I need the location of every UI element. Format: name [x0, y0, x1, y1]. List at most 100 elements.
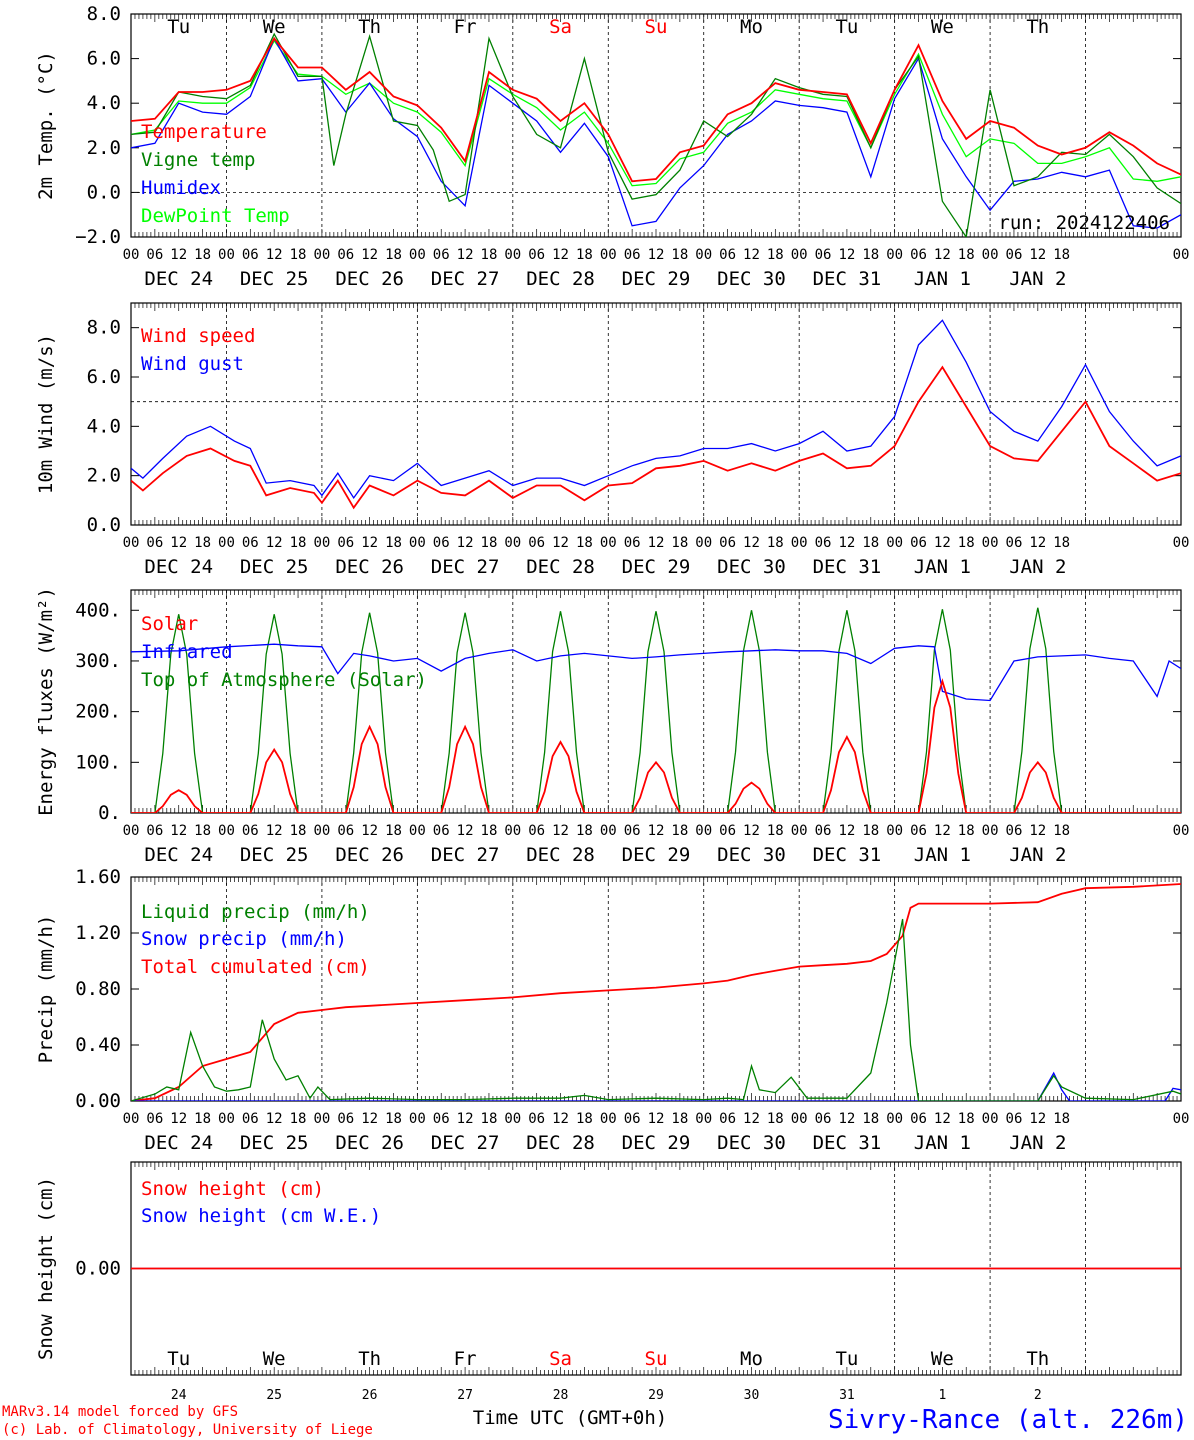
legend-entry: Wind gust: [141, 353, 244, 375]
hour-tick-label: 18: [671, 1111, 688, 1127]
hour-tick-label: 00: [982, 1111, 999, 1127]
date-label: DEC 26: [335, 1132, 404, 1154]
hour-tick-label: 12: [457, 247, 474, 263]
hour-tick-label: 12: [838, 535, 855, 551]
day-of-week-label: Su: [645, 16, 668, 38]
hour-tick-label: 00: [791, 823, 808, 839]
hour-tick-label: 00: [218, 1111, 235, 1127]
date-label: DEC 30: [717, 556, 786, 578]
hour-tick-label: 00: [600, 1111, 617, 1127]
y-tick-label: 200.: [75, 701, 121, 723]
hour-ticks: [130, 590, 1182, 813]
legend-entry: Top of Atmosphere (Solar): [141, 669, 427, 691]
date-label: DEC 28: [526, 268, 595, 290]
series-line: [131, 36, 1181, 183]
hour-tick-label: 06: [910, 1111, 927, 1127]
hour-tick-label: 06: [337, 1111, 354, 1127]
hour-tick-label: 12: [934, 823, 951, 839]
hour-tick-label: 18: [767, 247, 784, 263]
hour-tick-label: 18: [671, 535, 688, 551]
y-tick-label: 2.0: [87, 465, 121, 487]
date-label: DEC 29: [622, 1132, 691, 1154]
hour-tick-label: 06: [1006, 1111, 1023, 1127]
date-label: DEC 24: [144, 556, 213, 578]
hour-tick-label: 06: [146, 823, 163, 839]
day-of-week-label: Fr: [454, 1348, 477, 1370]
hour-tick-label: 18: [194, 823, 211, 839]
hour-tick-label: 12: [170, 1111, 187, 1127]
series-group: [131, 319, 1181, 510]
day-number-label: 31: [839, 1388, 855, 1403]
hour-tick-label: 00: [123, 535, 140, 551]
hour-tick-label: 00: [409, 823, 426, 839]
series-line: [131, 39, 1181, 187]
hour-tick-label: 00: [1173, 535, 1190, 551]
station-title: Sivry-Rance (alt. 226m): [828, 1405, 1188, 1435]
day-number-label: 26: [362, 1388, 378, 1403]
hour-tick-label: 12: [743, 1111, 760, 1127]
date-label: DEC 25: [240, 1132, 309, 1154]
legend-entry: Snow height (cm): [141, 1178, 324, 1200]
y-axis-title: Precip (mm/h): [35, 915, 57, 1064]
hour-tick-label: 06: [528, 1111, 545, 1127]
hour-tick-label: 00: [409, 1111, 426, 1127]
date-label: DEC 30: [717, 268, 786, 290]
hour-tick-label: 18: [385, 1111, 402, 1127]
hour-tick-label: 12: [648, 535, 665, 551]
hour-tick-label: 12: [266, 1111, 283, 1127]
hour-tick-label: 12: [743, 535, 760, 551]
legend-entry: Liquid precip (mm/h): [141, 901, 370, 923]
day-of-week-label: Th: [358, 1348, 381, 1370]
hour-tick-label: 06: [624, 247, 641, 263]
hour-tick-label: 18: [767, 535, 784, 551]
day-of-week-label: Mo: [740, 1348, 763, 1370]
hour-tick-label: 06: [1006, 247, 1023, 263]
hour-tick-label: 12: [934, 247, 951, 263]
series-group: [131, 32, 1181, 237]
day-number-label: 1: [938, 1388, 946, 1403]
hour-tick-label: 00: [695, 1111, 712, 1127]
hour-tick-label: 00: [218, 823, 235, 839]
date-label: DEC 30: [717, 844, 786, 866]
hour-tick-label: 18: [194, 247, 211, 263]
hour-tick-label: 18: [862, 247, 879, 263]
hour-tick-label: 00: [504, 823, 521, 839]
hour-tick-label: 06: [910, 535, 927, 551]
date-label: DEC 27: [431, 268, 500, 290]
hour-tick-label: 12: [361, 1111, 378, 1127]
hour-tick-label: 12: [743, 247, 760, 263]
y-tick-label: 400.: [75, 599, 121, 621]
hour-tick-label: 12: [1029, 247, 1046, 263]
hour-ticks: [130, 14, 1182, 237]
legend-entry: Wind speed: [141, 325, 255, 347]
hour-tick-label: 06: [146, 535, 163, 551]
hour-tick-label: 18: [767, 823, 784, 839]
hour-tick-label: 00: [313, 823, 330, 839]
date-label: DEC 24: [144, 1132, 213, 1154]
hour-tick-label: 00: [886, 247, 903, 263]
hour-tick-label: 06: [719, 823, 736, 839]
y-axis-title: Energy fluxes (W/m²): [35, 587, 57, 816]
day-of-week-label: Th: [1026, 1348, 1049, 1370]
hour-tick-label: 12: [266, 823, 283, 839]
lab-credit: (c) Lab. of Climatology, University of L…: [2, 1422, 373, 1438]
day-number-label: 24: [171, 1388, 187, 1403]
footer: Time UTC (GMT+0h) MARv3.14 model forced b…: [2, 1404, 1188, 1438]
y-tick-label: 6.0: [87, 366, 121, 388]
hour-tick-label: 18: [290, 247, 307, 263]
date-label: DEC 29: [622, 268, 691, 290]
date-label: DEC 27: [431, 844, 500, 866]
hour-tick-label: 00: [409, 247, 426, 263]
hour-tick-label: 12: [838, 1111, 855, 1127]
hour-tick-label: 18: [481, 535, 498, 551]
hour-tick-label: 12: [170, 247, 187, 263]
hour-tick-label: 12: [934, 535, 951, 551]
hour-tick-label: 06: [528, 247, 545, 263]
hour-tick-label: 06: [815, 247, 832, 263]
day-of-week-label: Th: [358, 16, 381, 38]
hour-tick-label: 06: [719, 247, 736, 263]
hour-tick-label: 00: [886, 535, 903, 551]
date-label: DEC 26: [335, 268, 404, 290]
hour-tick-label: 00: [886, 1111, 903, 1127]
date-label: JAN 1: [914, 1132, 971, 1154]
